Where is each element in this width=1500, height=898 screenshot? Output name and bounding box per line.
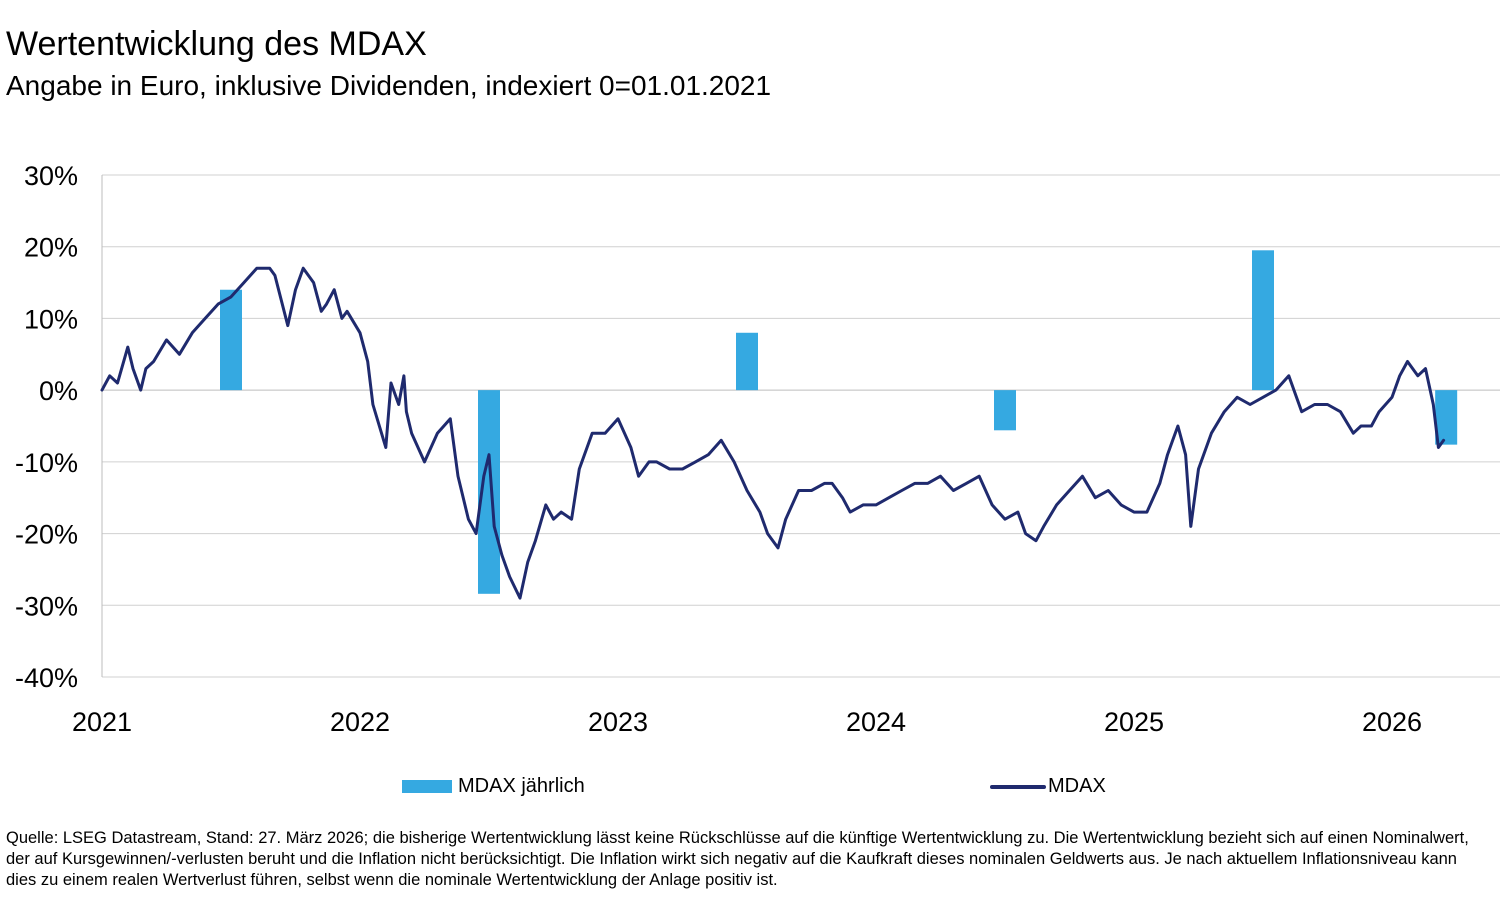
y-tick-label: -40% [15, 663, 78, 693]
bar-mdax-jaehrlich [478, 390, 500, 594]
x-tick-label: 2026 [1362, 707, 1422, 737]
bar-mdax-jaehrlich [1252, 250, 1274, 391]
y-tick-labels: 30% 20% 10% 0% -10% -20% -30% -40% [15, 161, 78, 693]
y-tick-label: 20% [24, 233, 78, 263]
source-footnote: Quelle: LSEG Datastream, Stand: 27. März… [6, 829, 1469, 889]
legend-swatch-bar [402, 780, 452, 793]
y-tick-label: 0% [39, 376, 78, 406]
legend: MDAX jährlich MDAX [402, 775, 1106, 797]
y-tick-label: -30% [15, 591, 78, 621]
bar-mdax-jaehrlich [220, 289, 242, 391]
line-series [100, 266, 1446, 600]
chart-title: Wertentwicklung des MDAX [6, 25, 427, 63]
x-tick-label: 2025 [1104, 707, 1164, 737]
legend-label-bar: MDAX jährlich [458, 775, 585, 797]
legend-label-line: MDAX [1048, 775, 1106, 797]
y-tick-label: 10% [24, 304, 78, 334]
bar-series [220, 250, 1458, 594]
x-tick-labels: 2021 2022 2023 2024 2025 2026 [72, 707, 1422, 737]
bar-mdax-jaehrlich [1435, 390, 1458, 445]
chart-svg: 30% 20% 10% 0% -10% -20% -30% -40% 2021 2022 2023… [15, 161, 1500, 797]
y-tick-label: 30% [24, 161, 78, 191]
x-tick-label: 2024 [846, 707, 906, 737]
x-tick-label: 2023 [588, 707, 648, 737]
bar-mdax-jaehrlich [994, 390, 1016, 431]
y-tick-label: -10% [15, 448, 78, 478]
x-tick-label: 2022 [330, 707, 390, 737]
chart-subtitle: Angabe in Euro, inklusive Dividenden, in… [6, 70, 772, 101]
line-mdax [100, 266, 1446, 600]
x-tick-label: 2021 [72, 707, 132, 737]
gridlines [102, 174, 1500, 678]
y-tick-label: -20% [15, 520, 78, 550]
bar-mdax-jaehrlich [736, 332, 758, 391]
